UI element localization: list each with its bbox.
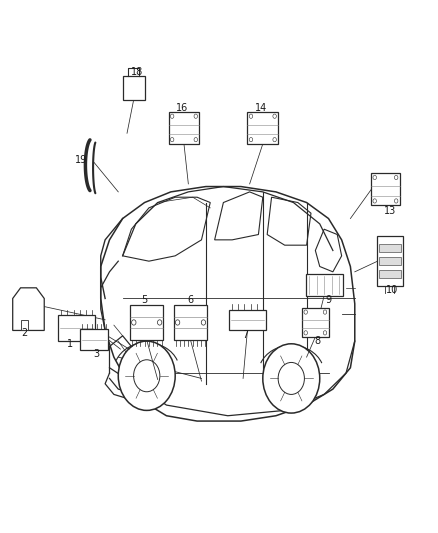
Circle shape	[273, 114, 276, 118]
Circle shape	[394, 199, 398, 203]
Polygon shape	[21, 320, 28, 330]
Circle shape	[273, 138, 276, 142]
Circle shape	[158, 320, 162, 325]
Circle shape	[394, 175, 398, 180]
Text: 19: 19	[75, 155, 87, 165]
Polygon shape	[13, 288, 44, 330]
Circle shape	[249, 114, 253, 118]
Text: 5: 5	[141, 295, 148, 305]
Circle shape	[118, 341, 175, 410]
Bar	[302, 308, 328, 337]
Circle shape	[201, 320, 206, 325]
Circle shape	[170, 114, 174, 118]
Circle shape	[373, 199, 376, 203]
Text: 18: 18	[131, 67, 143, 77]
Bar	[169, 112, 199, 144]
Text: 7: 7	[242, 330, 248, 340]
Bar	[80, 329, 109, 350]
Bar	[58, 315, 95, 341]
Text: 14: 14	[254, 103, 267, 112]
Circle shape	[304, 310, 307, 314]
Bar	[305, 274, 343, 296]
Text: 9: 9	[325, 295, 332, 305]
Bar	[131, 305, 163, 340]
Circle shape	[323, 310, 327, 314]
Circle shape	[131, 320, 136, 325]
Bar	[174, 305, 207, 340]
Text: 6: 6	[187, 295, 194, 305]
Bar	[377, 236, 403, 287]
Circle shape	[194, 114, 198, 118]
Bar	[379, 257, 401, 265]
Circle shape	[373, 175, 376, 180]
Bar	[371, 173, 400, 205]
Circle shape	[175, 320, 180, 325]
Circle shape	[263, 344, 320, 413]
Text: 16: 16	[176, 103, 188, 112]
Circle shape	[194, 138, 198, 142]
Text: 8: 8	[314, 336, 321, 346]
Circle shape	[323, 330, 327, 335]
Bar	[379, 270, 401, 278]
Text: 13: 13	[384, 206, 396, 215]
Bar	[229, 310, 266, 330]
Bar	[379, 244, 401, 252]
Circle shape	[304, 330, 307, 335]
Text: 3: 3	[93, 350, 99, 359]
Bar	[123, 76, 145, 100]
Circle shape	[170, 138, 174, 142]
Text: 2: 2	[21, 328, 27, 338]
Bar	[247, 112, 278, 144]
Text: 1: 1	[67, 339, 73, 349]
Circle shape	[249, 138, 253, 142]
Text: 10: 10	[386, 286, 398, 295]
